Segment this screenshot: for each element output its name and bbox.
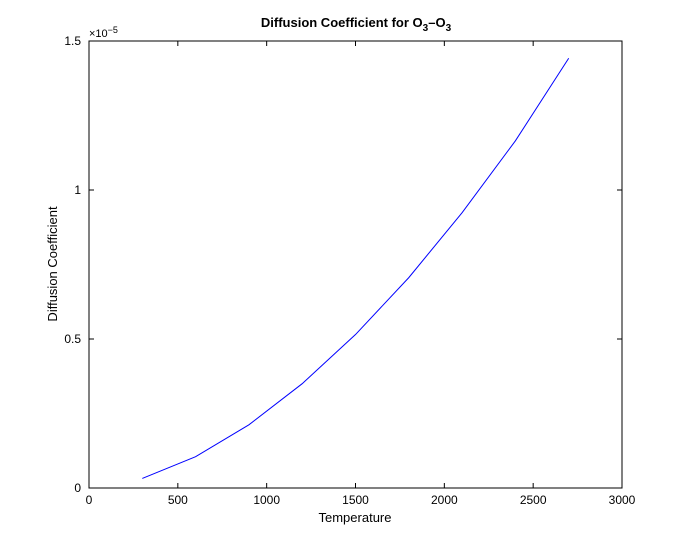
series-line	[142, 58, 570, 479]
title-dash: –O	[428, 15, 445, 30]
chart-title: Diffusion Coefficient for O3–O3	[261, 15, 452, 34]
plot-area	[88, 40, 623, 489]
x-tick-label: 2000	[431, 493, 458, 507]
title-main: Diffusion Coefficient for O	[261, 15, 423, 30]
y-multiplier: ×10−5	[89, 25, 118, 40]
x-axis-label: Temperature	[319, 510, 392, 525]
y-tick-label: 0	[74, 481, 81, 495]
ticks	[88, 40, 623, 489]
x-tick-label: 1500	[342, 493, 369, 507]
title-sub-1: 3	[423, 23, 429, 34]
tick-labels: 0 500 1000 1500 2000 2500 3000 0 0.5 1 1.5	[64, 34, 635, 507]
title-sub-2: 3	[446, 23, 452, 34]
x-tick-label: 2500	[520, 493, 547, 507]
y-tick-label: 0.5	[64, 332, 81, 346]
y-tick-label: 1.5	[64, 34, 81, 48]
y-axis-label: Diffusion Coefficient	[45, 206, 60, 322]
y-multiplier-base: ×10	[89, 28, 108, 40]
x-tick-label: 500	[168, 493, 188, 507]
y-tick-label: 1	[74, 183, 81, 197]
x-tick-label: 1000	[253, 493, 280, 507]
x-tick-label: 3000	[609, 493, 636, 507]
x-tick-label: 0	[86, 493, 93, 507]
y-multiplier-exponent: −5	[108, 25, 118, 35]
